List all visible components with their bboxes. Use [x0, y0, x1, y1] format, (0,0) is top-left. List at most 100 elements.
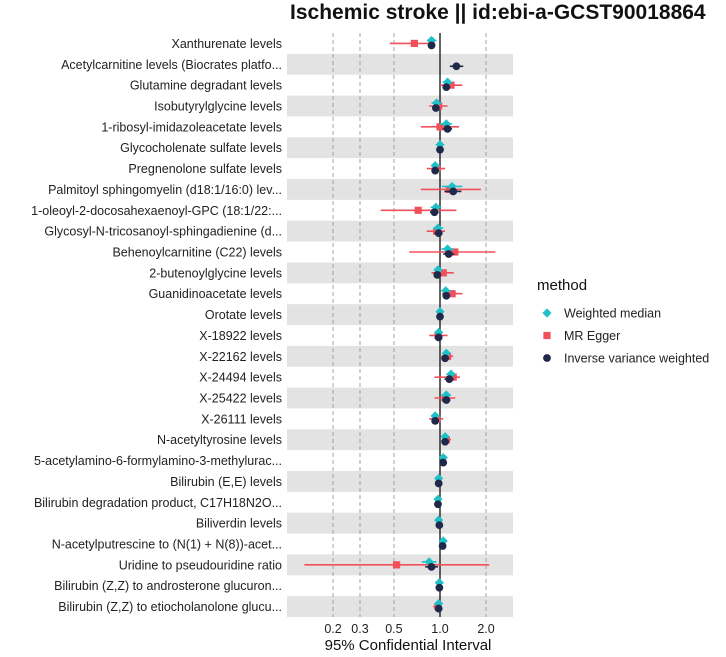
y-category-label: 2-butenoylglycine levels [149, 266, 282, 280]
y-category-label: 1-ribosyl-imidazoleacetate levels [101, 120, 282, 134]
mr-egger-point [410, 39, 418, 48]
inverse-variance-weighted-point [434, 333, 443, 342]
weighted-median-point [438, 452, 448, 463]
row-band [287, 387, 513, 409]
legend-title: method [537, 277, 587, 294]
y-category-label: Behenoylcarnitine (C22) levels [112, 246, 282, 260]
inverse-variance-weighted-point [434, 604, 443, 613]
y-category-label: Bilirubin (Z,Z) to etiocholanolone glucu… [58, 600, 282, 614]
y-category-label: Biliverdin levels [196, 517, 282, 531]
inverse-variance-weighted-point [442, 83, 451, 92]
x-tick-label: 2.0 [477, 622, 494, 636]
weighted-median-point [442, 244, 453, 254]
plot-marks [304, 35, 496, 613]
inverse-variance-weighted-point [449, 187, 458, 196]
inverse-variance-weighted-point [441, 354, 450, 363]
row-band [287, 345, 513, 367]
legend-weighted-median-label: Weighted median [564, 307, 661, 321]
inverse-variance-weighted-point [431, 104, 440, 112]
y-category-label: Uridine to pseudouridine ratio [119, 558, 282, 572]
y-category-label: Bilirubin (Z,Z) to androsterone glucuron… [54, 579, 282, 593]
inverse-variance-weighted-point [445, 375, 454, 384]
x-tick-label: 0.3 [351, 622, 368, 636]
weighted-median-point [442, 77, 453, 87]
row-band [287, 512, 513, 534]
x-axis-ticks: 0.2 0.3 0.5 1.0 2.0 [324, 622, 494, 636]
y-category-label: Glycosyl-N-tricosanoyl-sphingadienine (d… [44, 225, 282, 239]
inverse-variance-weighted-point [434, 479, 443, 488]
y-category-label: Glutamine degradant levels [130, 79, 282, 93]
weighted-median-point [426, 35, 437, 46]
legend: method Weighted median MR Egger Inverse va… [537, 277, 709, 366]
inverse-variance-weighted-point [441, 437, 450, 446]
y-category-label: Palmitoyl sphingomyelin (d18:1/16:0) lev… [48, 183, 282, 197]
y-category-label: Pregnenolone sulfate levels [128, 162, 282, 176]
inverse-variance-weighted-point [431, 166, 440, 175]
mr-egger-point [448, 290, 456, 298]
weighted-median-point [424, 557, 434, 567]
inverse-variance-weighted-point [435, 583, 444, 592]
mr-egger-point [447, 81, 455, 89]
y-axis-labels: Xanthurenate levels Acetylcarnitine level… [31, 37, 282, 614]
y-category-label: Isobutyrylglycine levels [154, 100, 282, 114]
inverse-variance-weighted-point [444, 250, 453, 258]
y-category-label: Acetylcarnitine levels (Biocrates platfo… [61, 58, 282, 72]
inverse-variance-weighted-point [434, 229, 443, 238]
row-band [287, 220, 513, 242]
mr-egger-point [445, 185, 453, 194]
weighted-median-point [430, 160, 440, 171]
y-category-label: N-acetylputrescine to (N(1) + N(8))-acet… [52, 538, 282, 552]
y-category-label: Orotate levels [205, 308, 282, 322]
mr-egger-point [414, 206, 422, 214]
y-category-label: X-24494 levels [199, 371, 282, 385]
row-band [287, 304, 513, 325]
inverse-variance-weighted-point [427, 41, 436, 50]
plot-background [287, 53, 513, 617]
legend-mr-egger-key [543, 331, 551, 340]
row-band [287, 262, 513, 284]
y-category-label: X-22162 levels [199, 350, 282, 364]
weighted-median-point [438, 536, 448, 546]
row-band [287, 596, 513, 617]
mr-egger-point [449, 373, 457, 381]
inverse-variance-weighted-point [452, 62, 461, 71]
y-category-label: Bilirubin degradation product, C17H18N2O… [34, 496, 282, 510]
inverse-variance-weighted-point [442, 291, 451, 300]
inverse-variance-weighted-point [439, 458, 448, 467]
row-band [287, 95, 513, 117]
y-category-label: Xanthurenate levels [172, 37, 283, 51]
mr-egger-point [392, 561, 401, 569]
x-axis-label: 95% Confidential Interval [325, 637, 492, 654]
inverse-variance-weighted-point [438, 542, 447, 550]
legend-inverse-variance-weighted-key [543, 354, 551, 362]
inverse-variance-weighted-point [436, 312, 444, 321]
inverse-variance-weighted-point [442, 396, 451, 404]
weighted-median-point [430, 411, 440, 421]
inverse-variance-weighted-point [431, 416, 440, 425]
x-tick-label: 0.5 [385, 622, 402, 636]
weighted-median-point [431, 98, 442, 108]
mr-egger-point [439, 269, 447, 277]
row-band [287, 429, 513, 451]
y-category-label: Glycocholenate sulfate levels [120, 141, 282, 155]
weighted-median-point [434, 598, 444, 609]
inverse-variance-weighted-point [443, 124, 452, 133]
y-category-label: X-26111 levels [201, 412, 282, 426]
row-band [287, 179, 513, 200]
weighted-median-point [434, 578, 444, 588]
y-category-label: Guanidinoacetate levels [149, 287, 282, 301]
y-category-label: X-25422 levels [199, 392, 282, 406]
inverse-variance-weighted-point [433, 270, 442, 279]
legend-weighted-median-key [542, 308, 552, 318]
chart-title: Ischemic stroke || id:ebi-a-GCST90018864 [290, 1, 706, 24]
x-tick-label: 1.0 [431, 622, 448, 636]
legend-items: Weighted median MR Egger Inverse variance … [542, 307, 709, 366]
y-category-label: Bilirubin (E,E) levels [170, 475, 282, 489]
row-band [287, 53, 513, 75]
y-category-label: X-18922 levels [199, 329, 282, 343]
inverse-variance-weighted-point [430, 208, 439, 217]
weighted-median-point [446, 369, 456, 379]
y-category-label: 5-acetylamino-6-formylamino-3-methylurac… [34, 454, 282, 468]
y-category-label: 1-oleoyl-2-docosahexaenoyl-GPC (18:1/22:… [31, 204, 282, 218]
